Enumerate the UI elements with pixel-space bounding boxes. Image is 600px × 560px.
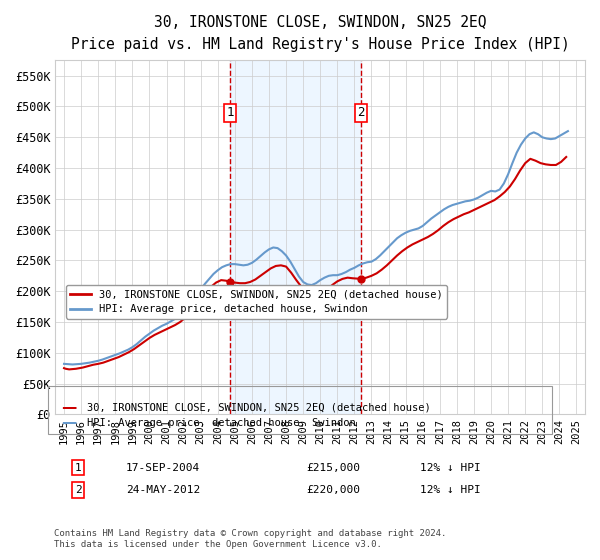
Text: 2: 2 [74, 485, 82, 495]
Text: 1: 1 [74, 463, 82, 473]
Bar [230, 60, 361, 414]
Text: £215,000: £215,000 [306, 463, 360, 473]
Text: 30, IRONSTONE CLOSE, SWINDON, SN25 2EQ (detached house): 30, IRONSTONE CLOSE, SWINDON, SN25 2EQ (… [87, 403, 431, 413]
Title: 30, IRONSTONE CLOSE, SWINDON, SN25 2EQ
Price paid vs. HM Land Registry's House P: 30, IRONSTONE CLOSE, SWINDON, SN25 2EQ P… [71, 15, 569, 52]
Text: —: — [61, 416, 77, 430]
Text: 1: 1 [226, 106, 234, 119]
Text: Contains HM Land Registry data © Crown copyright and database right 2024.
This d: Contains HM Land Registry data © Crown c… [54, 529, 446, 549]
Text: HPI: Average price, detached house, Swindon: HPI: Average price, detached house, Swin… [87, 418, 356, 428]
Text: 12% ↓ HPI: 12% ↓ HPI [420, 463, 481, 473]
Legend: 30, IRONSTONE CLOSE, SWINDON, SN25 2EQ (detached house), HPI: Average price, det: 30, IRONSTONE CLOSE, SWINDON, SN25 2EQ (… [66, 285, 447, 319]
Text: 17-SEP-2004: 17-SEP-2004 [126, 463, 200, 473]
Text: 12% ↓ HPI: 12% ↓ HPI [420, 485, 481, 495]
Text: —: — [61, 400, 77, 415]
Text: 24-MAY-2012: 24-MAY-2012 [126, 485, 200, 495]
Text: 2: 2 [358, 106, 365, 119]
Text: £220,000: £220,000 [306, 485, 360, 495]
